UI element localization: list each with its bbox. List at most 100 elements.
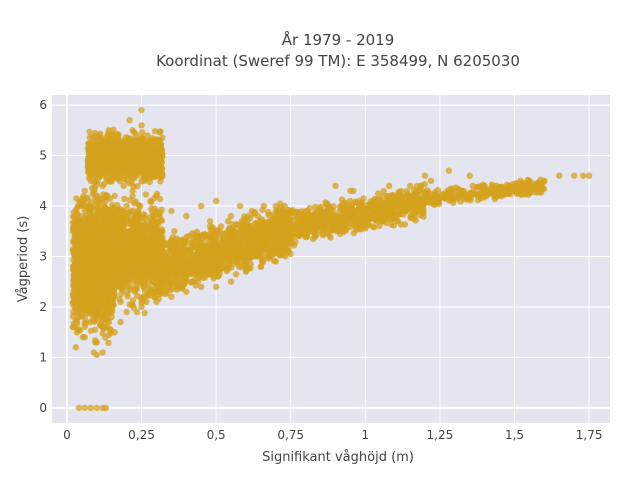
data-point — [72, 207, 80, 214]
data-point — [148, 264, 155, 271]
data-point — [119, 255, 126, 262]
data-point — [74, 278, 82, 286]
data-point — [72, 248, 79, 255]
data-point — [127, 235, 134, 242]
data-point — [142, 191, 149, 198]
data-point — [103, 309, 110, 316]
data-point — [278, 243, 286, 250]
data-point — [93, 303, 100, 311]
data-point — [69, 228, 77, 235]
data-point — [253, 227, 261, 235]
data-point — [170, 259, 178, 266]
data-point — [155, 161, 162, 168]
data-point — [103, 317, 110, 324]
data-point — [84, 224, 92, 231]
data-point — [149, 143, 156, 150]
data-point — [83, 283, 91, 290]
data-point — [84, 248, 91, 255]
data-point — [133, 308, 141, 316]
data-point — [186, 232, 193, 240]
data-point — [84, 194, 91, 201]
data-point — [89, 190, 97, 197]
data-point — [102, 197, 109, 205]
data-point — [92, 290, 100, 297]
data-point — [146, 235, 153, 242]
data-point — [132, 131, 140, 138]
data-point — [156, 129, 163, 136]
data-point — [128, 254, 135, 261]
data-point — [188, 267, 195, 275]
data-point — [149, 208, 156, 216]
data-point — [96, 205, 104, 213]
data-point — [83, 236, 90, 244]
data-point — [154, 285, 162, 292]
data-point — [91, 326, 99, 333]
data-point — [192, 259, 199, 266]
data-point — [118, 282, 125, 290]
data-point — [238, 220, 245, 227]
data-point — [113, 235, 121, 242]
data-point — [266, 234, 273, 242]
data-point — [77, 265, 84, 272]
data-point — [132, 260, 139, 268]
data-point — [129, 242, 136, 250]
data-point — [124, 134, 132, 141]
data-point — [103, 175, 110, 182]
data-point — [152, 151, 160, 158]
data-point — [93, 157, 101, 164]
data-point — [86, 297, 93, 304]
data-point — [220, 262, 227, 269]
data-point — [126, 180, 133, 187]
data-point — [111, 144, 118, 151]
data-point — [93, 268, 101, 275]
data-point — [129, 301, 136, 309]
data-point — [104, 263, 111, 270]
data-point — [155, 249, 163, 256]
data-point — [69, 291, 77, 298]
data-point — [110, 126, 117, 133]
data-point — [210, 275, 217, 282]
data-point — [77, 245, 84, 253]
data-point — [130, 219, 138, 226]
data-point — [80, 259, 88, 266]
data-point — [205, 242, 212, 249]
data-point — [112, 152, 119, 159]
data-point — [86, 128, 93, 135]
data-point — [84, 271, 91, 278]
data-point — [139, 129, 146, 136]
data-point — [89, 228, 97, 235]
data-point — [88, 214, 95, 221]
data-point — [113, 252, 120, 259]
data-point — [212, 240, 220, 247]
data-point — [176, 275, 184, 283]
data-point — [101, 162, 108, 170]
data-point — [246, 245, 254, 252]
data-point — [106, 326, 114, 333]
data-point — [126, 270, 134, 277]
data-point — [211, 251, 218, 259]
data-point — [121, 236, 128, 243]
data-point — [235, 263, 243, 270]
data-point — [202, 235, 209, 242]
data-point — [92, 261, 99, 268]
data-point — [108, 178, 115, 185]
data-point — [221, 251, 228, 258]
data-point — [109, 280, 117, 287]
data-point — [72, 261, 79, 269]
data-point — [157, 178, 164, 185]
data-point — [135, 162, 142, 169]
data-point — [92, 164, 99, 171]
data-point — [134, 183, 141, 190]
data-point — [70, 271, 77, 279]
data-point — [101, 235, 108, 242]
data-point — [140, 244, 148, 251]
data-point — [170, 267, 177, 274]
data-point — [91, 318, 98, 325]
data-point — [111, 244, 118, 251]
data-point — [78, 288, 85, 296]
data-point — [226, 260, 233, 268]
data-point — [265, 211, 272, 219]
data-point — [258, 255, 266, 262]
data-point — [105, 339, 112, 347]
